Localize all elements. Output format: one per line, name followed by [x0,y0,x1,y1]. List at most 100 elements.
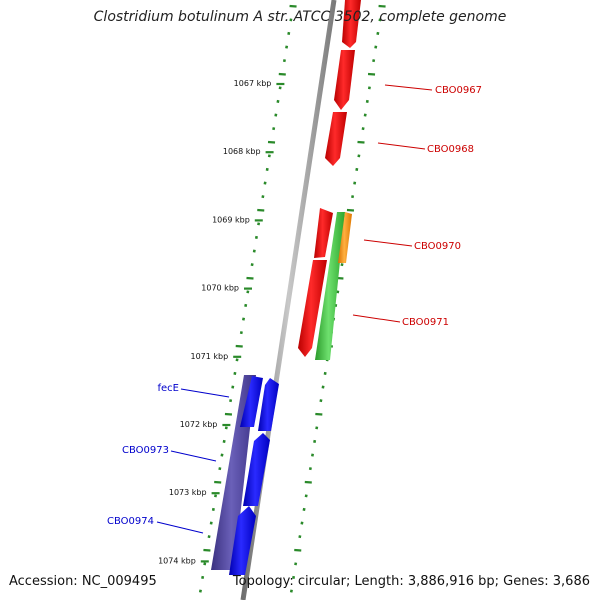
right-track-tick [315,426,319,430]
kbp-tick-label: 1070 kbp [201,284,239,293]
right-track-tick [308,467,312,471]
left-track-tick [222,439,226,443]
left-track-tick [220,453,224,457]
left-track-tick [289,18,293,22]
left-track-tick [246,276,254,280]
gene-orange-cds[interactable] [338,212,352,263]
left-track-tick [209,521,213,525]
right-track-tick [319,399,323,403]
leader-line-cbo0967 [384,84,433,91]
gene-cbo0966[interactable] [342,0,361,48]
right-track-tick [378,18,382,22]
kbp-tick-label: 1068 kbp [223,147,261,156]
gene-label-fece[interactable]: fecE [158,383,180,394]
left-track-tick [254,235,258,239]
left-track-tick [257,208,265,212]
right-track-tick [361,127,365,131]
right-track-tick [376,31,380,35]
left-track-tick [246,290,250,294]
gene-cbo0969[interactable] [314,208,333,258]
left-track-tick [278,86,282,90]
left-track-tick [282,59,286,63]
leader-line-cbo0974 [156,521,204,534]
left-track-tick [224,426,228,430]
left-track-tick [261,195,265,199]
left-track-tick [250,263,254,267]
right-track-tick [336,290,340,294]
right-track-tick [304,494,308,498]
left-track-tick [224,412,233,416]
gene-fece[interactable] [240,376,263,427]
kbp-tick-label: 1071 kbp [190,352,228,361]
gene-label-cbo0970[interactable]: CBO0970 [414,241,461,252]
gene-label-cbo0973[interactable]: CBO0973 [122,445,169,456]
left-track-tick [211,507,215,511]
kbp-tick-label: 1069 kbp [212,215,250,224]
right-track-tick [353,181,357,185]
left-track-tick [263,181,267,185]
kbp-tick-label: 1073 kbp [169,488,207,497]
left-track-tick [203,562,207,566]
right-track-tick [367,86,371,90]
gene-cbo0974[interactable] [229,506,256,575]
gene-cbo0971[interactable] [315,212,345,360]
right-track-tick [313,439,317,443]
right-track-tick [304,480,312,484]
left-track-tick [257,222,261,226]
leader-line-cbo0973 [170,450,217,462]
left-track-tick [201,575,205,579]
gene-cbo0967[interactable] [334,50,355,110]
left-track-tick [198,589,202,593]
right-track-tick [311,453,315,457]
left-track-tick [265,167,269,171]
left-track-tick [235,358,239,362]
gene-label-cbo0971[interactable]: CBO0971 [402,317,449,328]
left-track-tick [287,31,291,35]
right-track-tick [298,535,302,539]
left-track-tick [218,467,222,471]
right-track-tick [302,507,306,511]
right-track-tick [365,99,369,103]
right-track-tick [363,113,367,117]
right-track-tick [294,548,302,552]
left-track-tick [242,317,246,321]
left-track-tick [239,331,243,335]
gene-label-cbo0968[interactable]: CBO0968 [427,144,474,155]
left-track-tick [214,480,222,484]
gene-cbo0973[interactable] [243,433,270,506]
gene-cbo0968[interactable] [325,112,347,166]
gene-label-cbo0974[interactable]: CBO0974 [107,516,154,527]
left-tick-track [198,4,297,593]
left-track-tick [276,99,280,103]
left-track-tick [274,113,278,117]
right-track-tick [292,575,296,579]
left-track-tick [278,72,286,76]
right-track-tick [340,263,344,267]
right-track-tick [357,140,365,144]
left-track-tick [233,371,237,375]
gene-blue-2[interactable] [258,378,279,431]
left-track-tick [285,45,289,49]
kbp-labels: 1067 kbp 1068 kbp 1069 kbp 1070 kbp 1071 kbp… [158,79,285,565]
right-track-tick [294,562,298,566]
leader-line-cbo0971 [352,314,401,323]
left-track-tick [231,385,235,389]
left-track-tick [203,548,211,552]
right-track-tick [355,167,359,171]
left-track-tick [272,127,276,131]
leader-line-fece [180,388,230,398]
gene-label-cbo0967[interactable]: CBO0967 [435,85,482,96]
left-track-tick [252,249,256,253]
left-track-tick [207,535,211,539]
left-track-tick [229,399,233,403]
accession-text: Accession: NC_009495 [9,574,157,589]
right-track-tick [289,589,293,593]
genome-backbone [240,0,337,601]
map-title: Clostridium botulinum A str. ATCC 3502, … [93,9,507,25]
gene-labels: CBO0967 CBO0968 CBO0970 CBO0971 fecE CBO… [107,84,482,534]
right-track-tick [323,371,327,375]
right-track-tick [315,412,323,416]
gene-cbo0970[interactable] [298,260,327,357]
